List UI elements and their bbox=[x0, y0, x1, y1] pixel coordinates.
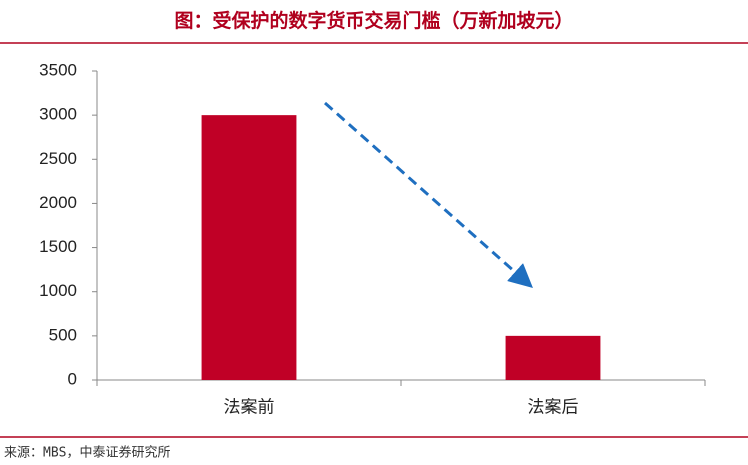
y-tick-label: 1500 bbox=[39, 237, 77, 256]
trend-arrow bbox=[324, 101, 533, 288]
y-tick-label: 500 bbox=[49, 325, 77, 344]
y-tick-label: 3500 bbox=[39, 60, 77, 79]
source: 来源：MBS，中泰证券研究所 bbox=[4, 445, 170, 461]
y-tick-label: 3000 bbox=[39, 105, 77, 124]
y-tick-label: 2500 bbox=[39, 149, 77, 168]
bar bbox=[505, 335, 601, 380]
x-tick-label: 法案前 bbox=[224, 397, 275, 416]
y-tick-label: 1000 bbox=[39, 281, 77, 300]
y-tick-label: 0 bbox=[68, 369, 77, 388]
bar bbox=[201, 115, 297, 381]
chart-title: 图：受保护的数字货币交易门槛（万新加坡元） bbox=[174, 9, 573, 32]
x-tick-label: 法案后 bbox=[528, 397, 579, 416]
y-tick-label: 2000 bbox=[39, 193, 77, 212]
